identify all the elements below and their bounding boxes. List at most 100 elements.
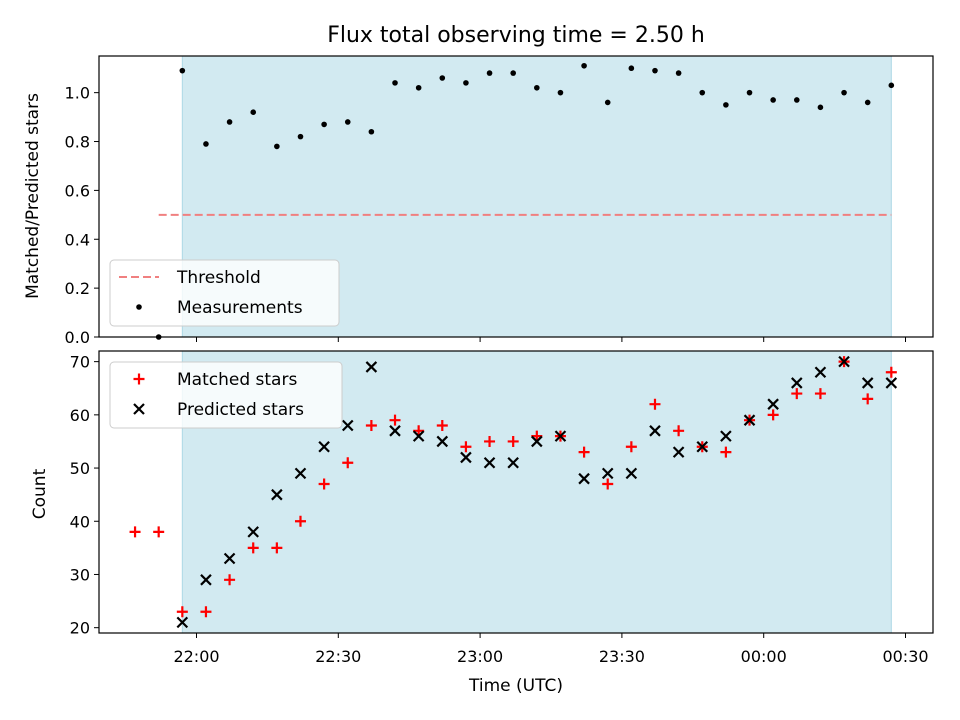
legend-box	[109, 259, 340, 327]
x-tick-label: 00:00	[741, 647, 787, 666]
matched-stars-point	[129, 526, 141, 538]
predicted-stars-point	[625, 467, 638, 480]
measurement-point	[557, 89, 564, 96]
measurement-point	[723, 102, 729, 108]
measurement-point	[274, 143, 280, 150]
matched-stars-point	[814, 388, 826, 400]
measurement-point	[344, 119, 351, 125]
bottom-y-tick-label: 60	[70, 406, 90, 425]
matched-stars-point	[342, 457, 354, 469]
x-tick-label: 22:00	[173, 647, 219, 666]
matched-stars-point	[507, 435, 519, 447]
measurement-point	[439, 75, 446, 81]
measurement-point	[652, 67, 658, 74]
matched-stars-point	[531, 430, 543, 442]
top-y-axis-label: Matched/Predicted stars	[23, 93, 43, 299]
x-tick-label: 00:30	[882, 647, 928, 666]
measurement-point	[817, 104, 824, 111]
top-axes-frame	[98, 55, 934, 338]
matched-stars-point	[625, 441, 637, 453]
matched-stars-point	[247, 542, 259, 554]
predicted-stars-point	[554, 430, 567, 442]
matched-stars-point	[791, 388, 803, 400]
matched-stars-point	[862, 393, 874, 405]
measurement-point	[604, 99, 611, 106]
predicted-stars-point	[436, 435, 449, 448]
matched-stars-point	[413, 425, 425, 437]
matched-stars-point	[673, 425, 685, 437]
predicted-stars-point	[507, 456, 519, 469]
matched-stars-point	[365, 419, 377, 431]
x-tick-label: 23:30	[599, 647, 645, 666]
legend-measurement-marker	[136, 304, 142, 310]
measurement-point	[368, 128, 375, 135]
matched-stars-point	[271, 542, 283, 554]
predicted-stars-point	[318, 440, 330, 453]
measurement-point	[675, 70, 682, 76]
measurement-point	[534, 84, 540, 91]
matched-stars-point	[578, 446, 590, 458]
matched-stars-point	[224, 574, 236, 586]
predicted-stars-point	[294, 467, 307, 480]
measurement-point	[699, 89, 706, 96]
predicted-stars-point	[531, 435, 543, 448]
predicted-stars-point	[200, 574, 212, 586]
measurement-point	[793, 97, 800, 103]
bottom-panel: 20 30 40 50 60 70 22:00 22:30 23:00 23:30 00:00 00:…	[70, 350, 934, 666]
predicted-stars-point	[578, 472, 590, 485]
legend-entry-label: Threshold	[176, 268, 261, 288]
legend-predicted-marker	[133, 403, 145, 415]
x-axis-label: Time (UTC)	[468, 676, 563, 696]
top-y-tick-label: 0.2	[65, 279, 90, 298]
predicted-stars-point	[885, 377, 898, 389]
measurement-point	[628, 65, 635, 72]
bottom-y-tick-label: 50	[70, 459, 90, 478]
predicted-stars-point	[743, 414, 756, 426]
matched-stars-point	[294, 515, 306, 527]
measurement-point	[321, 121, 327, 128]
measurement-point	[179, 67, 186, 74]
bottom-y-tick-label: 30	[70, 565, 90, 584]
top-y-tick-label: 0.8	[65, 133, 90, 152]
matched-stars-point	[484, 435, 496, 447]
matched-stars-point	[460, 441, 472, 453]
bottom-axes-frame	[98, 350, 934, 634]
predicted-stars-point	[814, 366, 827, 379]
predicted-stars-point	[341, 419, 354, 432]
bottom-y-tick-label: 70	[70, 353, 90, 372]
measurement-point	[864, 99, 871, 106]
predicted-stars-point	[460, 451, 472, 464]
measurement-point	[510, 70, 516, 76]
matched-stars-point	[389, 414, 401, 426]
legend-entry-label: Measurements	[177, 298, 303, 318]
matched-stars-point	[153, 526, 165, 538]
matched-stars-point	[176, 606, 188, 618]
top-y-tick-label: 1.0	[65, 84, 90, 103]
predicted-stars-point	[483, 456, 496, 469]
predicted-stars-point	[767, 398, 779, 410]
legend-entry-label: Predicted stars	[177, 400, 304, 420]
matched-stars-point	[649, 398, 661, 410]
legend-matched-marker	[133, 373, 145, 385]
matched-stars-point	[318, 478, 330, 490]
measurement-point	[415, 84, 422, 91]
predicted-stars-point	[412, 430, 425, 442]
predicted-stars-point	[696, 440, 709, 453]
predicted-stars-point	[672, 446, 685, 458]
bottom-legend: Matched stars Predicted stars	[109, 361, 343, 429]
predicted-stars-point	[601, 467, 614, 480]
matched-stars-point	[720, 446, 732, 458]
measurement-point	[841, 89, 847, 96]
matched-stars-point	[885, 366, 897, 378]
bottom-y-tick-label: 40	[70, 512, 90, 531]
predicted-stars-point	[176, 616, 189, 629]
matched-stars-point	[767, 409, 779, 421]
predicted-stars-point	[389, 425, 401, 437]
matched-stars-point	[436, 419, 448, 431]
measurement-point	[297, 133, 304, 140]
top-y-tick-label: 0.6	[65, 181, 90, 200]
predicted-stars-point	[720, 430, 732, 442]
predicted-stars-point	[223, 552, 236, 565]
predicted-stars-point	[838, 355, 850, 368]
top-legend: Threshold Measurements	[109, 259, 340, 327]
